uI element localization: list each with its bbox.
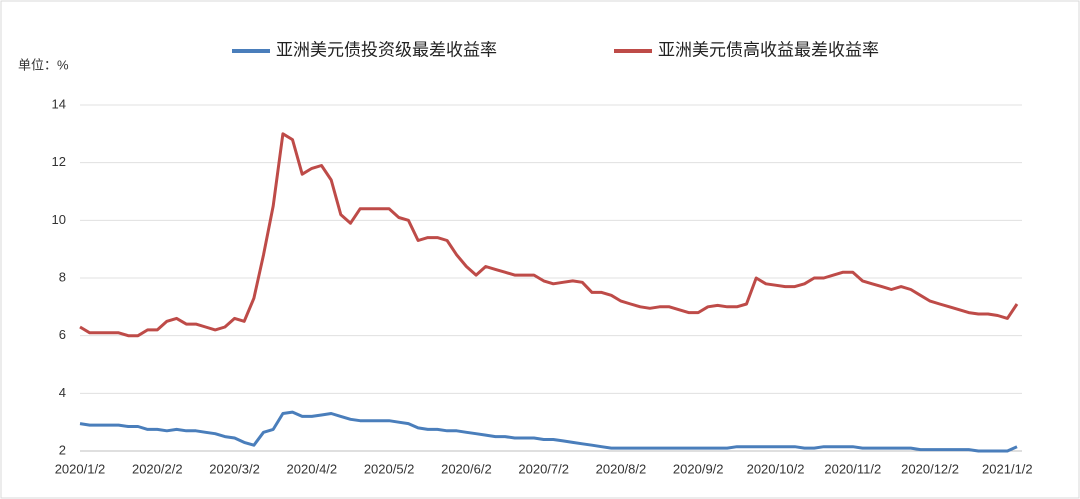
y-tick-label: 6 — [59, 327, 66, 342]
x-tick-label: 2020/4/2 — [287, 461, 338, 476]
x-tick-label: 2020/11/2 — [824, 461, 881, 476]
x-tick-label: 2020/10/2 — [747, 461, 805, 476]
x-tick-label: 2021/1/2 — [982, 461, 1033, 476]
x-tick-label: 2020/1/2 — [55, 461, 106, 476]
x-tick-label: 2020/3/2 — [209, 461, 260, 476]
legend-label: 亚洲美元债投资级最差收益率 — [276, 40, 497, 59]
x-tick-label: 2020/5/2 — [364, 461, 415, 476]
x-tick-label: 2020/2/2 — [132, 461, 183, 476]
y-tick-label: 4 — [59, 385, 66, 400]
x-tick-label: 2020/12/2 — [901, 461, 959, 476]
series-line — [79, 410, 1018, 453]
y-tick-label: 14 — [52, 96, 66, 111]
x-tick-label: 2020/8/2 — [596, 461, 647, 476]
y-tick-label: 8 — [59, 269, 66, 284]
y-tick-label: 2 — [59, 442, 66, 457]
x-tick-label: 2020/7/2 — [518, 461, 569, 476]
y-tick-label: 12 — [52, 154, 66, 169]
x-tick-label: 2020/6/2 — [441, 461, 492, 476]
series-line — [79, 132, 1019, 338]
legend-label: 亚洲美元债高收益最差收益率 — [658, 40, 879, 59]
y-unit-label: 单位：% — [18, 57, 69, 72]
y-tick-label: 10 — [52, 212, 66, 227]
x-tick-label: 2020/9/2 — [673, 461, 724, 476]
